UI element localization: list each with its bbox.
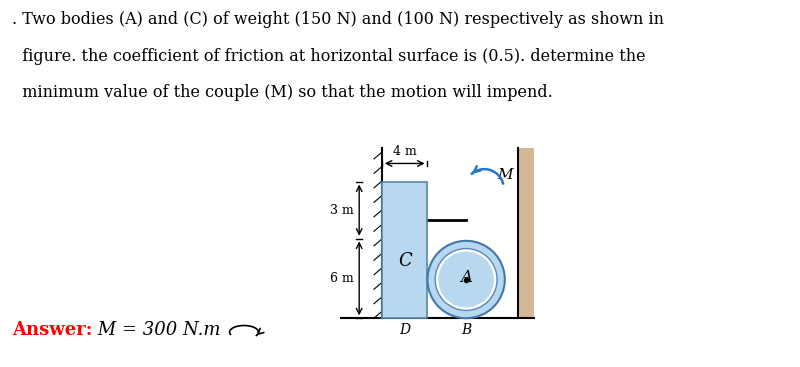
Text: . Two bodies (A) and (C) of weight (150 N) and (100 N) respectively as shown in: . Two bodies (A) and (C) of weight (150 … [12,11,664,28]
Text: 3 m: 3 m [330,204,354,217]
Circle shape [435,248,497,310]
Circle shape [438,252,494,307]
Text: figure. the coefficient of friction at horizontal surface is (0.5). determine th: figure. the coefficient of friction at h… [12,48,646,65]
Text: minimum value of the couple (M) so that the motion will impend.: minimum value of the couple (M) so that … [12,84,553,101]
Text: Answer:: Answer: [12,321,92,339]
Text: 4 m: 4 m [393,145,417,158]
Text: 6 m: 6 m [330,272,354,285]
Text: C: C [398,252,411,270]
Text: B: B [461,323,471,337]
Text: M = 300 N.m: M = 300 N.m [92,321,221,339]
Text: M: M [497,168,513,182]
Circle shape [427,241,505,318]
Text: A: A [460,269,472,286]
Bar [518,148,534,318]
Text: D: D [399,323,410,337]
Bar [382,182,427,318]
